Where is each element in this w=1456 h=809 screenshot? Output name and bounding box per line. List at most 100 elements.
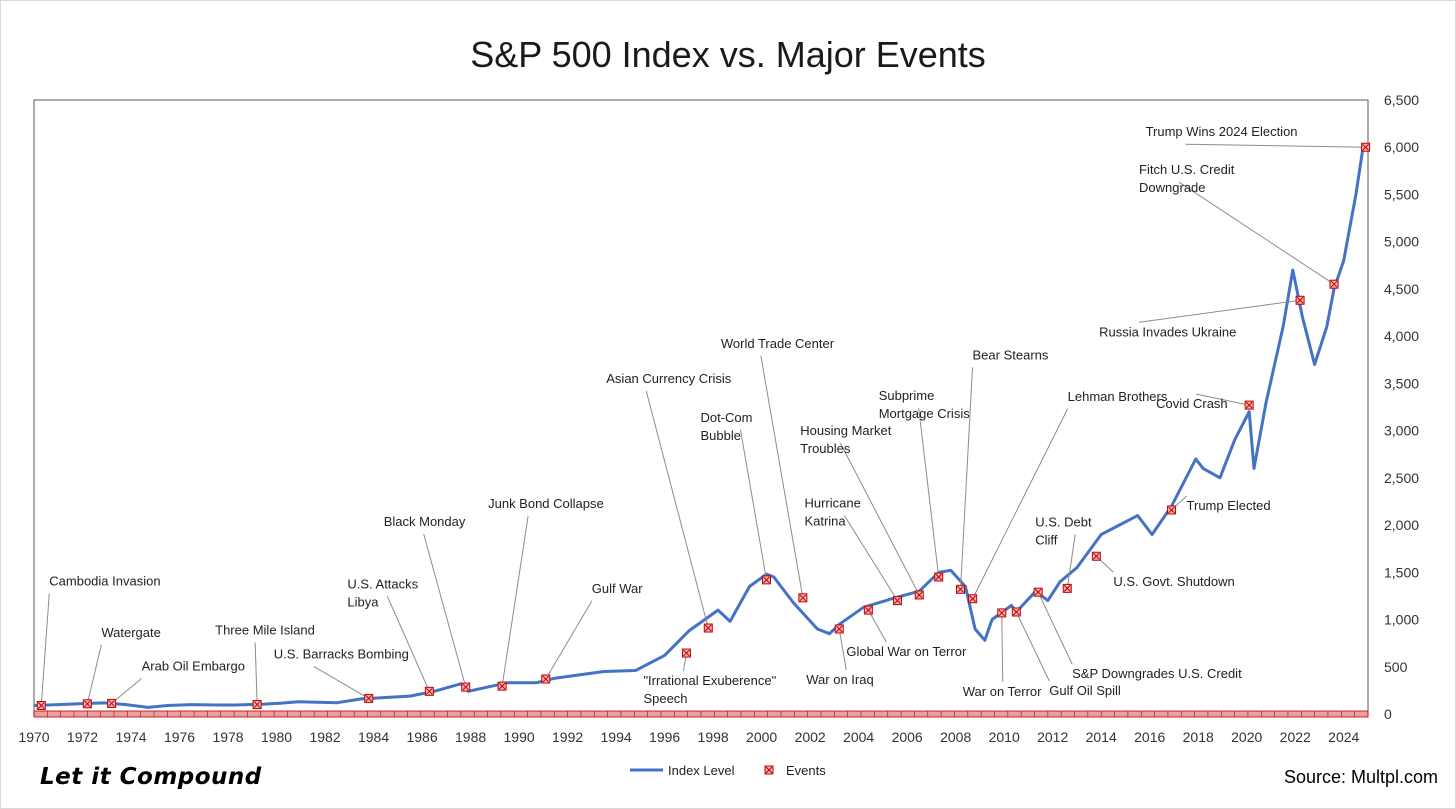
event-marker-x	[84, 700, 91, 708]
event-leader-line	[1037, 591, 1073, 665]
event-label: Cambodia Invasion	[49, 573, 160, 588]
event-leader-line	[1185, 143, 1366, 148]
event-leader-line	[1001, 612, 1004, 682]
x-tick-label: 1990	[504, 729, 535, 745]
x-tick-label: 2010	[989, 729, 1020, 745]
x-tick-label: 1992	[552, 729, 583, 745]
event-marker-x	[365, 695, 373, 702]
event-label: Lehman Brothers	[1068, 389, 1168, 404]
x-tick-label: 2004	[843, 729, 874, 745]
event-leader-line	[313, 665, 369, 699]
event-marker-x	[1330, 280, 1338, 288]
y-tick-label: 4,500	[1384, 281, 1419, 297]
event-marker-x	[1092, 552, 1100, 560]
event-label: Gulf Oil Spill	[1049, 683, 1121, 698]
event-label: Global War on Terror	[846, 644, 967, 659]
event-leader-line	[86, 644, 102, 704]
event-label: Housing Market Troubles	[800, 423, 891, 456]
x-tick-label: 1986	[406, 729, 437, 745]
event-label: Trump Wins 2024 Election	[1146, 124, 1298, 139]
event-leader-line	[760, 355, 804, 598]
event-leader-line	[960, 367, 974, 590]
event-label: Black Monday	[384, 514, 466, 529]
x-tick-label: 2016	[1134, 729, 1165, 745]
y-tick-label: 3,500	[1384, 375, 1419, 391]
event-marker-x	[763, 576, 770, 584]
x-tick-label: 2022	[1280, 729, 1311, 745]
event-marker-x	[1296, 296, 1304, 304]
event-leader-line	[838, 628, 847, 671]
event-leader-line	[1066, 534, 1076, 589]
index-line	[33, 146, 1365, 709]
event-marker-x	[542, 675, 550, 683]
y-tick-label: 6,000	[1384, 139, 1419, 155]
event-marker-x	[1012, 608, 1020, 616]
event-marker-x	[1245, 401, 1253, 409]
y-tick-label: 1,000	[1384, 612, 1419, 628]
event-marker-x	[894, 597, 901, 604]
x-tick-label: 2002	[795, 729, 826, 745]
event-leader-line	[1178, 181, 1335, 285]
x-tick-label: 2012	[1037, 729, 1068, 745]
event-leader-line	[386, 596, 430, 692]
x-tick-label: 2014	[1086, 729, 1117, 745]
event-marker-x	[865, 606, 872, 614]
x-tick-label: 1976	[164, 729, 195, 745]
y-tick-label: 4,000	[1384, 328, 1419, 344]
event-leader-line	[844, 515, 898, 601]
event-marker-x	[108, 700, 115, 707]
legend-marker-x	[765, 766, 773, 774]
x-tick-label: 1970	[18, 729, 49, 745]
source-note: Source: Multpl.com	[1283, 767, 1438, 787]
x-tick-label: 2000	[746, 729, 777, 745]
event-label: World Trade Center	[721, 336, 835, 351]
y-tick-label: 5,000	[1384, 234, 1419, 250]
event-marker-x	[935, 573, 943, 581]
event-label: U.S. Debt Cliff	[1035, 514, 1092, 547]
legend-label-events: Events	[786, 763, 826, 778]
event-leader-line	[918, 407, 940, 578]
event-label: War on Iraq	[806, 672, 873, 687]
x-tick-label: 1974	[115, 729, 146, 745]
event-leader-line	[111, 678, 142, 704]
event-marker-x	[835, 625, 843, 633]
event-leader-line	[1139, 299, 1301, 323]
y-tick-label: 2,000	[1384, 517, 1419, 533]
event-leader-line	[972, 408, 1069, 599]
event-label: War on Terror	[963, 684, 1042, 699]
event-leader-line	[501, 516, 529, 687]
x-tick-label: 1972	[67, 729, 98, 745]
event-marker-x	[253, 701, 261, 708]
event-marker-x	[799, 594, 807, 602]
event-leader-line	[645, 390, 709, 629]
event-label: U.S. Barracks Bombing	[274, 646, 409, 661]
event-marker-x	[683, 649, 690, 657]
event-marker-x	[1063, 585, 1071, 592]
chart-title: S&P 500 Index vs. Major Events	[470, 34, 986, 75]
event-leader-line	[545, 600, 593, 680]
event-marker-x	[37, 702, 45, 709]
brand-logo: Let it Compound	[40, 764, 262, 790]
event-label: Asian Currency Crisis	[606, 371, 731, 386]
event-marker-x	[969, 595, 977, 603]
event-marker-x	[957, 585, 964, 593]
event-label: Covid Crash	[1156, 396, 1228, 411]
event-label: Subprime Mortgage Crisis	[879, 388, 971, 421]
y-tick-label: 3,000	[1384, 423, 1419, 439]
event-marker-x	[998, 609, 1006, 617]
event-leader-line	[423, 533, 467, 688]
event-label: U.S. Attacks Libya	[347, 576, 418, 609]
y-tick-label: 5,500	[1384, 186, 1419, 202]
event-leader-line	[254, 642, 258, 705]
event-label: Hurricane Katrina	[804, 496, 860, 529]
event-label: Three Mile Island	[215, 623, 315, 638]
event-label: Junk Bond Collapse	[488, 496, 604, 511]
y-tick-label: 0	[1384, 706, 1392, 722]
event-leader-line	[867, 609, 887, 643]
event-label: Arab Oil Embargo	[142, 658, 245, 673]
event-leader-line	[839, 442, 920, 596]
event-marker-x	[498, 682, 506, 690]
x-tick-label: 2024	[1328, 729, 1359, 745]
